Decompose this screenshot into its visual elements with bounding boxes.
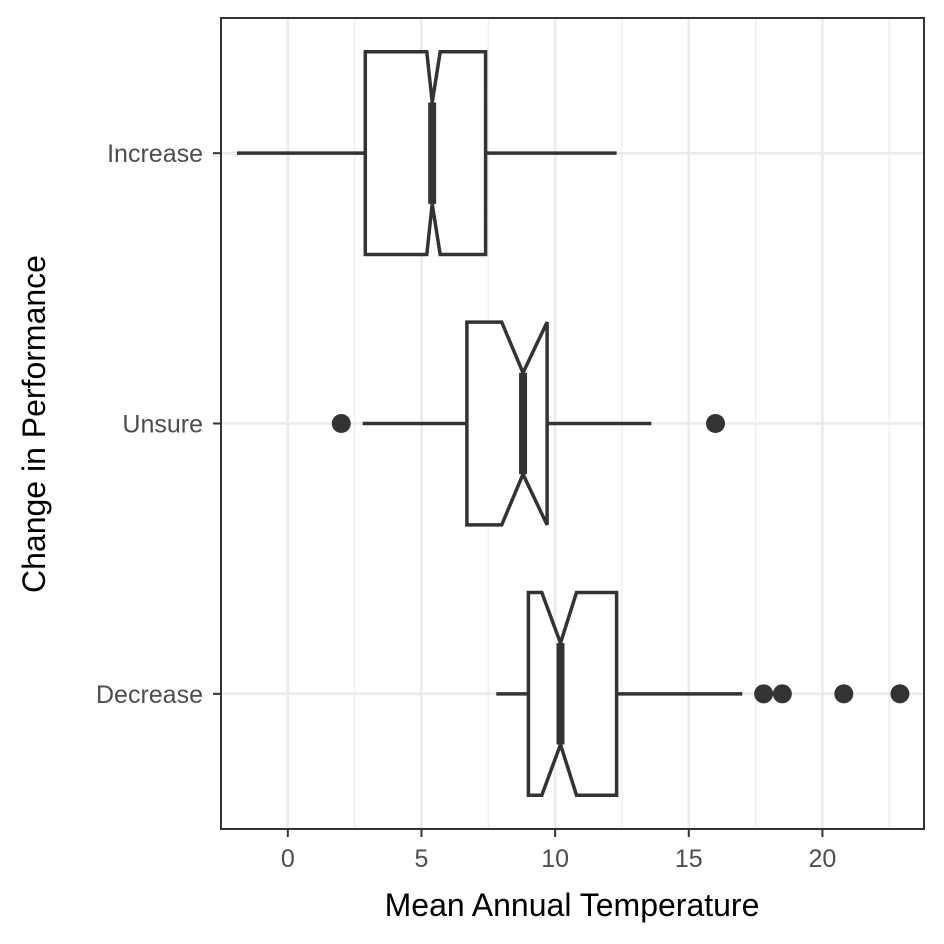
box-body <box>363 50 488 257</box>
x-tick-label: 15 <box>675 845 703 873</box>
box-body <box>465 320 549 527</box>
outlier-point <box>890 684 910 704</box>
x-axis-title: Mean Annual Temperature <box>385 887 760 923</box>
box-unsure <box>331 320 726 527</box>
y-tick-label: Increase <box>107 140 203 168</box>
y-tick-label: Decrease <box>96 681 203 709</box>
box-increase <box>237 50 617 257</box>
outlier-point <box>834 684 854 704</box>
y-axis-title: Change in Performance <box>16 255 52 593</box>
x-tick-label: 5 <box>415 845 429 873</box>
x-tick-label: 10 <box>541 845 569 873</box>
x-tick-label: 20 <box>809 845 837 873</box>
y-tick-label: Unsure <box>122 411 203 439</box>
boxes <box>237 50 910 797</box>
box-body <box>526 590 619 797</box>
outlier-point <box>772 684 792 704</box>
axes: 0 5 10 15 20 Increase Unsure Decrease <box>96 140 836 873</box>
box-decrease <box>496 590 910 797</box>
outlier-point <box>754 684 774 704</box>
x-tick-label: 0 <box>281 845 295 873</box>
outlier-point <box>331 414 351 433</box>
outlier-point <box>706 414 726 433</box>
